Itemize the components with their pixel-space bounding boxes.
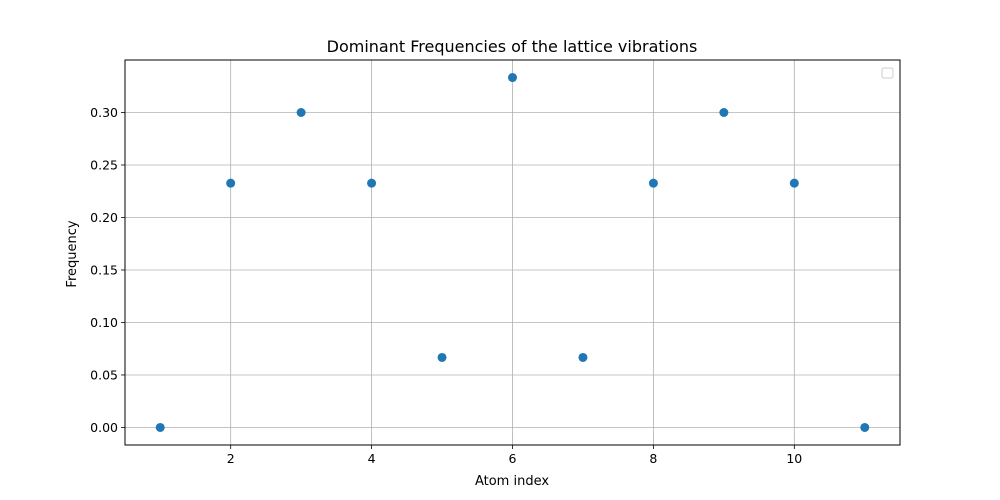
y-tick-label: 0.00: [90, 420, 118, 435]
grid: [125, 60, 900, 445]
data-point: [719, 107, 729, 117]
y-tick-label: 0.20: [90, 210, 118, 225]
data-point: [508, 73, 517, 83]
x-tick-label: 6: [509, 451, 517, 466]
x-tick-label: 4: [368, 451, 376, 466]
y-tick-label: 0.05: [90, 367, 118, 382]
x-tick-label: 2: [227, 451, 235, 466]
chart-title: Dominant Frequencies of the lattice vibr…: [327, 37, 698, 56]
y-axis-title: Frequency: [65, 220, 80, 287]
axis-ticks: 2 4 6 8 10 0.00 0.05 0.10 0.15 0.20 0.25 0.30: [90, 105, 802, 466]
x-tick-label: 8: [649, 451, 657, 466]
data-point: [860, 422, 870, 432]
data-point: [155, 422, 165, 432]
data-point: [437, 352, 447, 362]
data-point: [226, 178, 236, 188]
y-tick-label: 0.25: [90, 157, 118, 172]
y-tick-label: 0.10: [90, 315, 118, 330]
data-points: [155, 73, 870, 432]
x-tick-label: 10: [786, 451, 802, 466]
legend-box: [881, 67, 894, 79]
data-point: [367, 178, 377, 188]
x-axis-title: Atom index: [475, 474, 549, 489]
y-tick-label: 0.15: [90, 262, 118, 277]
y-tick-label: 0.30: [90, 105, 118, 120]
data-point: [296, 107, 306, 117]
data-point: [648, 178, 658, 188]
data-point: [789, 178, 799, 188]
data-point: [578, 352, 588, 362]
